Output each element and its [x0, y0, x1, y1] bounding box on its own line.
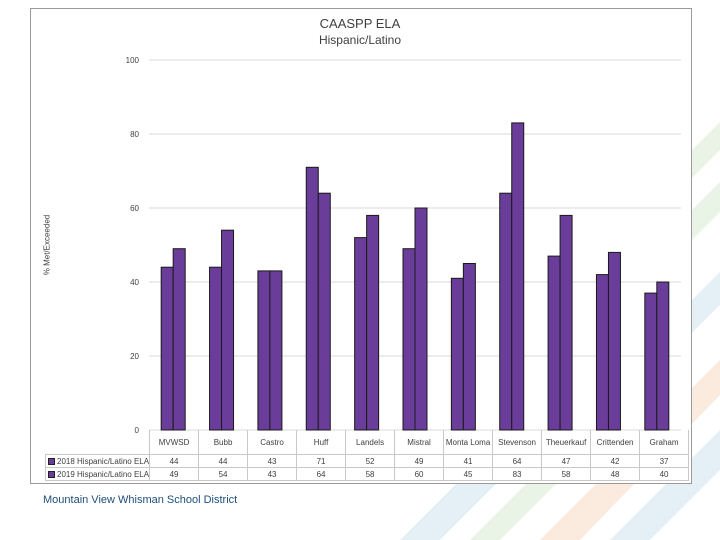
chart-subtitle: Hispanic/Latino	[318, 33, 402, 47]
bar-2018-theuerkauf	[547, 255, 561, 431]
bar-2019-castro	[269, 270, 283, 431]
y-tick-label: 40	[130, 278, 139, 287]
legend-swatch	[48, 457, 55, 465]
data-value-cell: 41	[443, 454, 494, 468]
data-value-cell: 64	[492, 454, 543, 468]
bar-2019-stevenson	[511, 122, 525, 431]
bar-2019-huff	[317, 192, 331, 431]
bar-2019-mistral	[414, 207, 428, 431]
data-value-cell: 43	[247, 454, 298, 468]
bar-2019-theuerkauf	[559, 214, 573, 431]
bar-2019-mvwsd	[172, 248, 186, 431]
data-value-cell: 47	[541, 454, 592, 468]
bar-2018-huff	[305, 166, 319, 431]
data-value-cell: 44	[149, 454, 200, 468]
table-corner	[46, 430, 150, 455]
legend-entry-2018: 2018 Hispanic/Latino ELA	[44, 454, 151, 468]
bar-2018-stevenson	[499, 192, 513, 431]
data-value-cell: 52	[345, 454, 396, 468]
bar-2019-landels	[366, 214, 380, 431]
legend-label: 2019 Hispanic/Latino ELA	[57, 469, 150, 479]
x-tick-label: Theuerkauf	[541, 430, 592, 455]
bar-2018-mvwsd	[160, 266, 174, 431]
bar-2018-monta-loma	[450, 277, 464, 431]
y-axis-label: % Met/Exceeded	[42, 214, 52, 276]
x-tick-label: Stevenson	[492, 430, 543, 455]
bar-2018-crittenden	[595, 274, 609, 431]
y-axis-ticks: 0 20 40 60 80 100	[126, 56, 140, 435]
footer-district-name: Mountain View Whisman School District	[43, 494, 238, 506]
y-tick-label: 0	[135, 426, 140, 435]
category-row: MVWSD Bubb Castro Huff Landels Mistral Monta L…	[46, 430, 690, 455]
x-tick-label: Crittenden	[590, 430, 641, 455]
bar-2019-monta-loma	[462, 263, 476, 431]
bar-2018-mistral	[402, 248, 416, 431]
y-tick-label: 20	[130, 352, 139, 361]
data-value-cell: 45	[443, 467, 494, 481]
data-value-cell: 40	[639, 467, 690, 481]
x-tick-label: Monta Loma	[443, 430, 494, 455]
chart-title: CAASPP ELA	[319, 16, 401, 31]
x-tick-label: MVWSD	[149, 430, 200, 455]
x-tick-label: Mistral	[394, 430, 445, 455]
bar-2019-graham	[656, 281, 670, 431]
data-table: MVWSD Bubb Castro Huff Landels Mistral Monta L…	[44, 430, 690, 481]
data-value-cell: 48	[590, 467, 641, 481]
data-value-cell: 58	[345, 467, 396, 481]
y-tick-label: 80	[130, 130, 139, 139]
series-row-2019: 2019 Hispanic/Latino ELA 49 54 43 64 58 60 45 8…	[44, 467, 690, 481]
bar-2018-castro	[257, 270, 271, 431]
x-tick-label: Bubb	[198, 430, 249, 455]
data-value-cell: 83	[492, 467, 543, 481]
series-row-2018: 2018 Hispanic/Latino ELA 44 44 43 71 52 49 41 6…	[44, 454, 690, 468]
legend-swatch	[48, 470, 55, 478]
bar-2019-crittenden	[607, 251, 621, 431]
bars	[160, 122, 670, 431]
bar-2019-bubb	[221, 229, 235, 431]
data-value-cell: 71	[296, 454, 347, 468]
data-value-cell: 49	[149, 467, 200, 481]
x-tick-label: Castro	[247, 430, 298, 455]
data-value-cell: 49	[394, 454, 445, 468]
data-value-cell: 43	[247, 467, 298, 481]
x-tick-label: Graham	[639, 430, 690, 455]
bar-2018-graham	[644, 292, 658, 431]
data-value-cell: 54	[198, 467, 249, 481]
data-value-cell: 64	[296, 467, 347, 481]
x-tick-label: Huff	[296, 430, 347, 455]
data-value-cell: 37	[639, 454, 690, 468]
data-value-cell: 44	[198, 454, 249, 468]
x-tick-label: Landels	[345, 430, 396, 455]
bar-2018-bubb	[209, 266, 223, 431]
legend-entry-2019: 2019 Hispanic/Latino ELA	[44, 467, 151, 481]
data-value-cell: 42	[590, 454, 641, 468]
y-tick-label: 60	[130, 204, 139, 213]
y-tick-label: 100	[126, 56, 140, 65]
data-value-cell: 60	[394, 467, 445, 481]
bar-2018-landels	[354, 237, 368, 431]
legend-label: 2018 Hispanic/Latino ELA	[57, 456, 150, 466]
data-value-cell: 58	[541, 467, 592, 481]
